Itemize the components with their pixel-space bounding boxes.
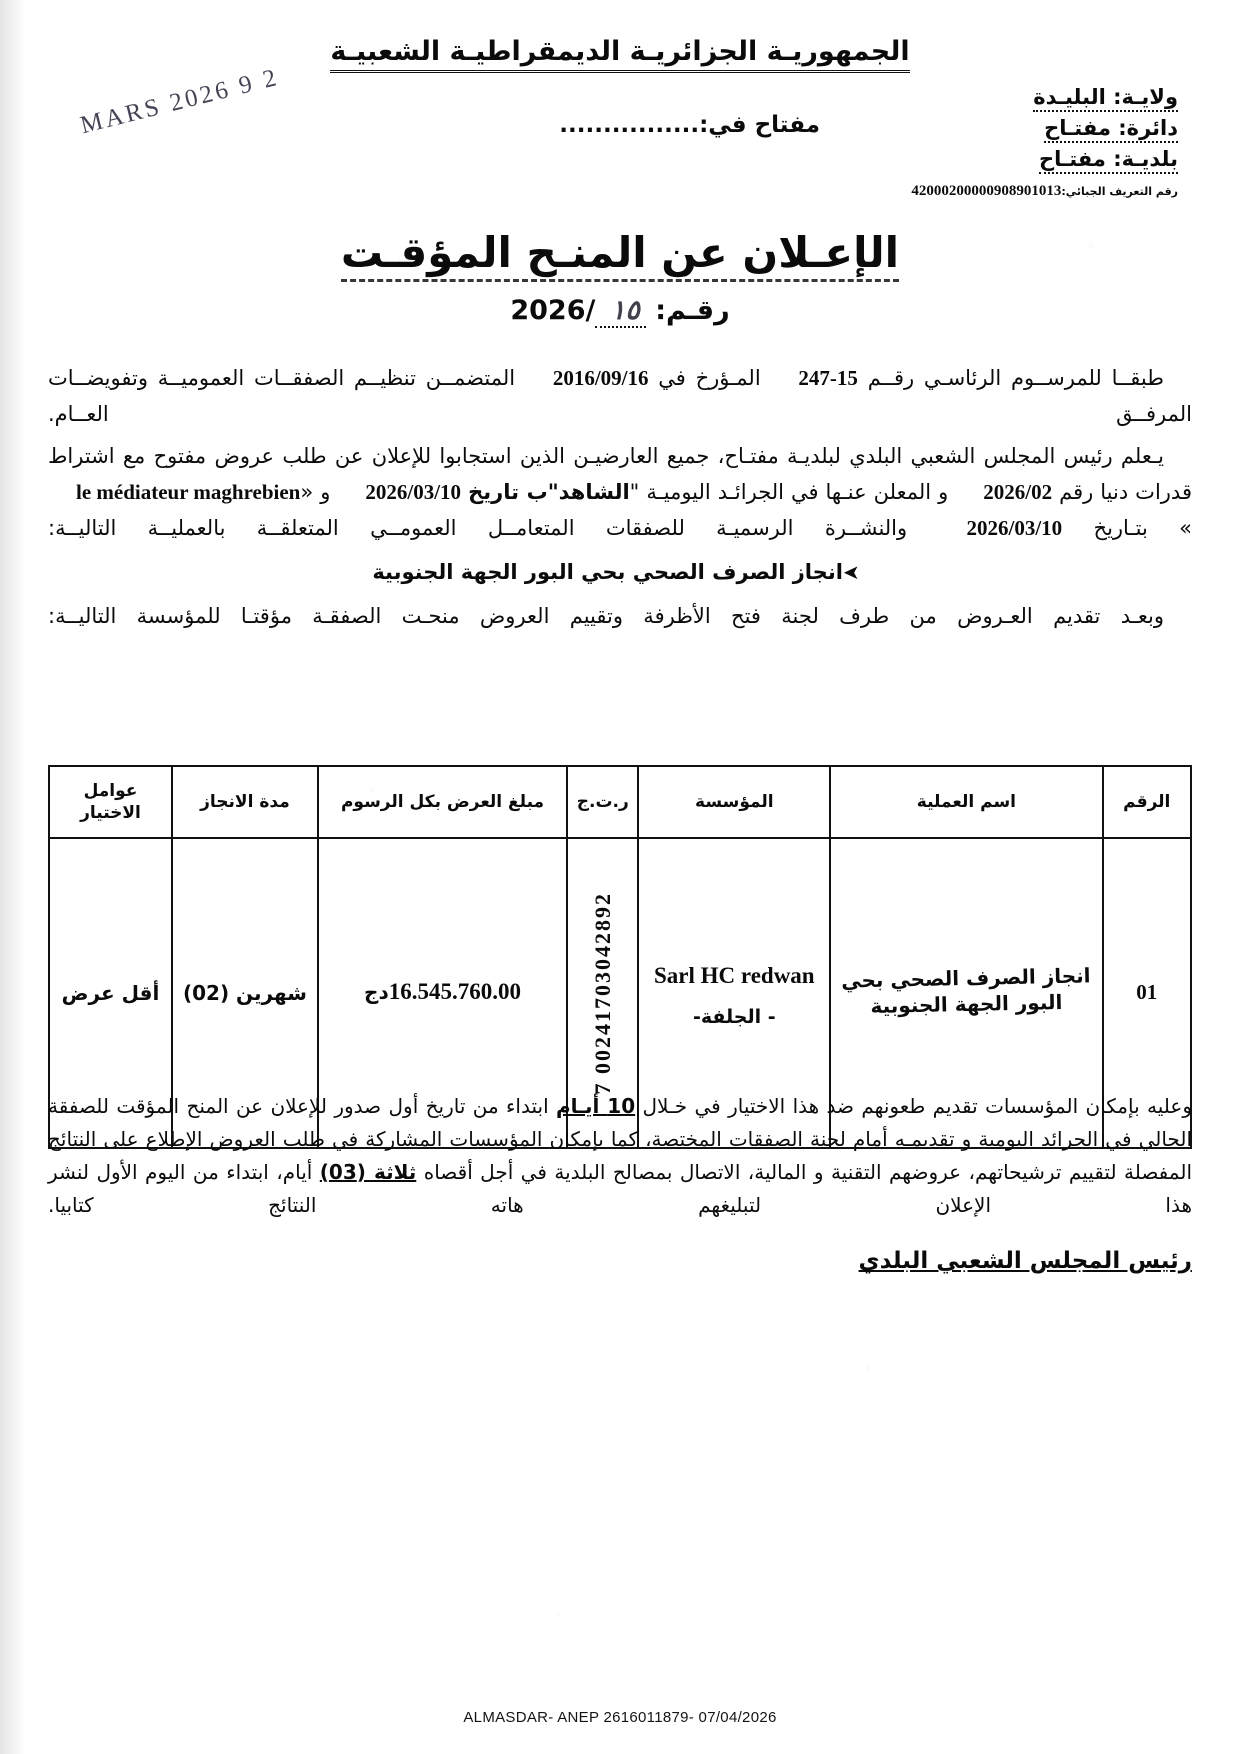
document-body: طبقــا للمرســوم الرئاسـي رقــم 247-15 ا… xyxy=(48,360,1192,640)
table-row: 01 انجاز الصرف الصحي بحي البور الجهة الج… xyxy=(48,837,1193,1149)
fiscal-id-number: 42000200000908901013 xyxy=(911,183,1062,199)
tender-number: 2026/02 xyxy=(983,480,1053,504)
contact-period-days: ثلاثة (03) xyxy=(319,1160,417,1184)
announcement-number-line: رقـم: ١٥ /2026 xyxy=(0,295,1240,328)
th-number: الرقم xyxy=(1101,765,1193,839)
republic-heading: الجمهوريـة الجزائريـة الديمقراطيـة الشعب… xyxy=(0,36,1240,73)
cell-rc: 00241703042892 7 xyxy=(566,837,640,1149)
cell-amount: 16.545.760.00دج xyxy=(316,837,569,1149)
row-rc-value: 00241703042892 7 xyxy=(589,891,615,1095)
daira-value: مفتـاح xyxy=(1044,116,1111,140)
cell-criteria: أقل عرض xyxy=(48,837,173,1149)
award-table-head: الرقم اسم العملية المؤسسة ر.ت.ج مبلغ الع… xyxy=(48,765,1193,839)
daira-line: دائرة: مفتـاح xyxy=(1033,113,1178,144)
award-table-body: 01 انجاز الصرف الصحي بحي البور الجهة الج… xyxy=(48,837,1193,1149)
wilaya-label: ولايـة: xyxy=(1113,85,1178,109)
footer-reference: ALMASDAR- ANEP 2616011879- 07/04/2026 xyxy=(463,1709,777,1726)
row-entity-name: Sarl HC redwan xyxy=(654,963,815,988)
page-title: الإعـلان عن المنـح المؤقـت xyxy=(0,228,1240,282)
cell-duration: شهرين (02) xyxy=(170,837,319,1149)
p3-text: وبعـد تقديم العـروض من طرف لجنة فتح الأظ… xyxy=(48,604,1164,628)
closing-paragraph: وعليه بإمكان المؤسسات تقديم طعونهم ضد هذ… xyxy=(48,1090,1192,1222)
cell-number: 01 xyxy=(1101,837,1193,1149)
opened-at-line: مفتاح في:................ xyxy=(559,112,820,138)
commune-line: بلديـة: مفتـاح xyxy=(1033,144,1178,175)
journal-date-1: 2026/03/10 xyxy=(365,480,462,504)
cell-entity: Sarl HC redwan - الجلفة- xyxy=(637,837,832,1149)
signature-title: رئيس المجلس الشعبي البلدي xyxy=(858,1248,1192,1274)
decree-date: 2016/09/16 xyxy=(552,366,649,390)
p1-text-a: طبقــا للمرســوم الرئاسـي رقــم xyxy=(867,366,1164,390)
p2-text-e: » بتـاريخ xyxy=(1093,516,1192,540)
p2-text-f: والنشــرة الرسميـة للصفقات المتعامــل ال… xyxy=(48,516,908,540)
row-number-value: 01 xyxy=(1136,980,1158,1004)
administrative-block: ولايـة: البليـدة دائرة: مفتـاح بلديـة: م… xyxy=(1033,82,1178,175)
closing-block: وعليه بإمكان المؤسسات تقديم طعونهم ضد هذ… xyxy=(48,1090,1192,1222)
p1-text-c: المتضمــن تنظيــم الصفقــات العموميــة و… xyxy=(48,366,1192,426)
award-table-wrapper: الرقم اسم العملية المؤسسة ر.ت.ج مبلغ الع… xyxy=(48,765,1193,1149)
journal-name-french: le médiateur maghrebien xyxy=(76,480,301,504)
th-entity: المؤسسة xyxy=(637,765,832,839)
announcement-number-dots: ١٥ xyxy=(595,295,646,328)
commune-label: بلديـة: xyxy=(1113,147,1178,171)
p2-text-c: "ب تاريخ xyxy=(468,480,559,504)
journal-name-arabic: الشاهد xyxy=(558,480,630,504)
republic-text: الجمهوريـة الجزائريـة الديمقراطيـة الشعب… xyxy=(330,36,910,73)
closing-text-b: ابتداء من تاريخ أول صدور للإعلان عن المن… xyxy=(48,1094,1192,1184)
daira-label: دائرة: xyxy=(1118,116,1178,140)
fiscal-id-line: رقم التعريف الجبائي:42000200000908901013 xyxy=(911,183,1178,200)
paragraph-decree: طبقــا للمرســوم الرئاسـي رقــم 247-15 ا… xyxy=(48,360,1192,432)
row-amount-currency: دج xyxy=(364,980,389,1004)
announcement-year: /2026 xyxy=(510,295,596,326)
journal-date-2: 2026/03/10 xyxy=(966,516,1063,540)
fiscal-id-label: رقم التعريف الجبائي: xyxy=(1061,185,1178,198)
project-title-line: ➤انجاز الصرف الصحي بحي البور الجهة الجنو… xyxy=(48,560,1192,584)
wilaya-value: البليـدة xyxy=(1033,85,1106,109)
announcement-number-label: رقـم: xyxy=(655,295,730,326)
decree-number: 247-15 xyxy=(798,366,858,390)
p2-text-b: و المعلن عنـها في الجرائـد اليوميـة " xyxy=(629,480,949,504)
th-amount: مبلغ العرض بكل الرسوم xyxy=(316,765,569,839)
appeal-period-days: 10 أيـام xyxy=(555,1094,636,1118)
wilaya-line: ولايـة: البليـدة xyxy=(1033,82,1178,113)
page-title-text: الإعـلان عن المنـح المؤقـت xyxy=(340,228,900,282)
announcement-number-handwritten: ١٥ xyxy=(610,295,640,325)
th-rc: ر.ت.ج xyxy=(566,765,640,839)
commune-value: مفتـاح xyxy=(1039,147,1106,171)
row-entity-city: - الجلفة- xyxy=(692,1006,776,1028)
project-title-text: انجاز الصرف الصحي بحي البور الجهة الجنوب… xyxy=(372,560,843,584)
closing-text-a: وعليه بإمكان المؤسسات تقديم طعونهم ضد هذ… xyxy=(642,1094,1192,1118)
opened-at-label: مفتاح في: xyxy=(699,112,820,138)
row-operation-value: انجاز الصرف الصحي بحي البور الجهة الجنوب… xyxy=(841,963,1091,1019)
closing-text-c: أيام، ابتداء من اليوم الأول لنشر هذا الإ… xyxy=(48,1160,1192,1217)
award-table: الرقم اسم العملية المؤسسة ر.ت.ج مبلغ الع… xyxy=(48,765,1193,1149)
handwritten-date-stamp: 2 9 MARS 2026 xyxy=(77,63,282,140)
p2-text-d: و « xyxy=(300,480,331,504)
opened-at-dots: ................ xyxy=(559,112,700,138)
th-operation: اسم العملية xyxy=(829,765,1104,839)
arrow-bullet-icon: ➤ xyxy=(842,560,860,584)
cell-operation: انجاز الصرف الصحي بحي البور الجهة الجنوب… xyxy=(829,837,1104,1149)
paragraph-award: وبعـد تقديم العـروض من طرف لجنة فتح الأظ… xyxy=(48,598,1192,634)
p1-text-b: المـؤرخ في xyxy=(658,366,761,390)
th-criteria: عوامل الاختيار xyxy=(48,765,173,839)
paragraph-announcement: يـعلم رئيس المجلس الشعبي البلدي لبلديـة … xyxy=(48,438,1192,546)
p2-text-a: يـعلم رئيس المجلس الشعبي البلدي لبلديـة … xyxy=(48,444,1192,504)
row-duration-value: شهرين (02) xyxy=(182,980,307,1005)
th-duration: مدة الانجاز xyxy=(170,765,319,839)
table-header-row: الرقم اسم العملية المؤسسة ر.ت.ج مبلغ الع… xyxy=(48,765,1193,839)
row-amount-value: 16.545.760.00 xyxy=(388,979,521,1004)
row-criteria-value: أقل عرض xyxy=(61,981,160,1005)
